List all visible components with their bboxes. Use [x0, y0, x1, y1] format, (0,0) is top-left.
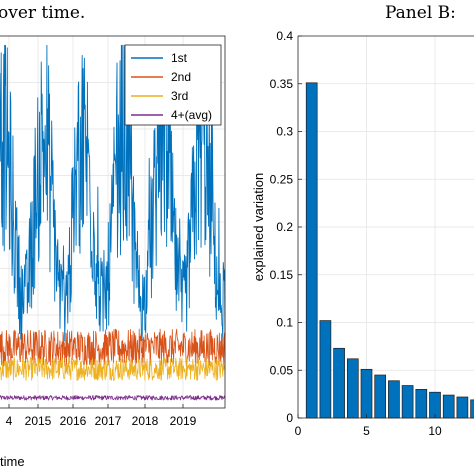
- panel-b-title: Panel B:: [385, 3, 456, 23]
- panel-b-bar: [360, 368, 373, 419]
- panel-b-y-axis-label: explained variation: [251, 173, 266, 281]
- panel-b-y-tick-label: 0.25: [270, 172, 294, 186]
- panel-a-axes-box: [0, 35, 226, 409]
- panel-b-bar: [388, 380, 400, 419]
- panel-b-bar: [374, 374, 387, 419]
- panel-b-bar: [333, 347, 345, 419]
- panel-a-legend-label: 1st: [171, 51, 188, 65]
- panel-b-x-tick-label: 5: [363, 424, 370, 438]
- panel-a-series-line-4: [0, 395, 226, 401]
- panel-b-y-tick-label: 0.4: [276, 29, 293, 43]
- panel-b-y-ticks: 0 0.05 0.1 0.15 0.2 0.25 0.3 0.35 0.4: [270, 29, 302, 425]
- panel-b-bar: [470, 399, 474, 419]
- panel-b-y-tick-label: 0: [286, 411, 293, 425]
- panel-b-bar: [319, 320, 332, 419]
- panel-b-y-tick-label: 0.35: [270, 77, 294, 91]
- panel-b-bar: [442, 394, 455, 419]
- panel-a-x-tick-label: 2019: [170, 414, 197, 428]
- panel-b-bar: [456, 396, 469, 419]
- panel-a-series-line-3: [0, 356, 226, 381]
- panel-b-y-tick-label: 0.1: [276, 316, 293, 330]
- panel-b-bar-chart: 0 0.05 0.1 0.15 0.2 0.25 0.3 0.35 0.4 0 5 10 expla…: [251, 29, 474, 438]
- panel-b-bar: [346, 358, 359, 419]
- panel-b-bar: [415, 389, 428, 419]
- panel-b-y-tick-label: 0.3: [276, 125, 293, 139]
- panel-a-x-tick-label: 2017: [95, 414, 122, 428]
- panel-a-series-line-1: [0, 44, 226, 342]
- panel-a-legend-label: 3rd: [171, 89, 188, 103]
- panel-a-x-tick-label: 2018: [132, 414, 159, 428]
- panel-b-y-tick-label: 0.15: [270, 268, 294, 282]
- panel-a-x-tick-label: 2016: [60, 414, 87, 428]
- panel-b-bar: [401, 385, 414, 419]
- panel-b-y-tick-label: 0.2: [276, 220, 293, 234]
- panel-b-x-tick-label: 10: [428, 424, 442, 438]
- panel-a-x-tick-label: 4: [6, 414, 13, 428]
- panel-a-x-axis-label: time: [0, 454, 25, 469]
- panel-b-x-ticks: 0 5 10: [295, 414, 442, 438]
- panel-a-line-chart: 4 2015 2016 2017 2018 2019 time 1st 2nd 3rd 4+(a…: [0, 35, 226, 469]
- panel-a-legend-label: 2nd: [171, 70, 191, 84]
- panel-b-grid: [298, 35, 474, 418]
- panel-a-legend: 1st 2nd 3rd 4+(avg): [124, 44, 222, 126]
- panel-b-bar: [305, 82, 318, 419]
- panel-a-x-tick-label: 2015: [25, 414, 52, 428]
- panel-a-legend-label: 4+(avg): [171, 108, 212, 122]
- panel-a-title: over time.: [0, 3, 85, 23]
- panel-a-series-line-2: [0, 328, 226, 367]
- panel-a-series: [0, 44, 226, 401]
- panel-b-y-tick-label: 0.05: [270, 363, 294, 377]
- panel-b-x-tick-label: 0: [295, 424, 302, 438]
- panel-a-legend-box: [124, 44, 222, 126]
- panel-a-x-ticks: 4 2015 2016 2017 2018 2019: [6, 404, 197, 428]
